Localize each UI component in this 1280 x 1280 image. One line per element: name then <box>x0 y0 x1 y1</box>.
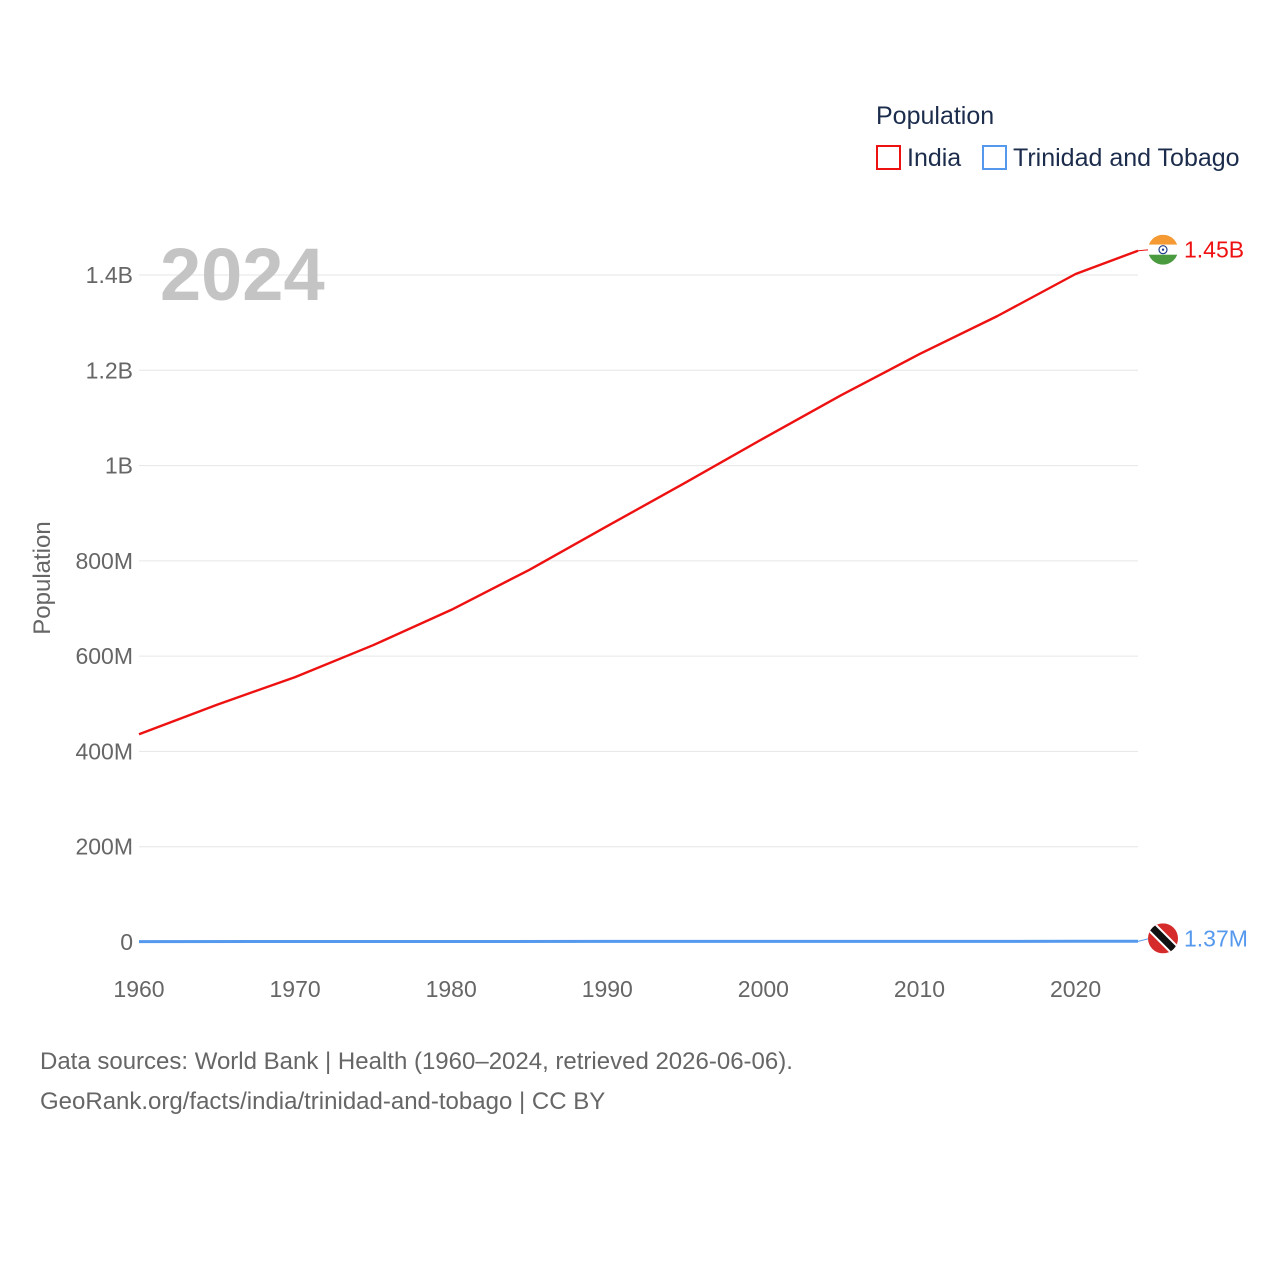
legend-swatch-india[interactable] <box>876 145 901 170</box>
series <box>138 249 1139 944</box>
source-line-2: GeoRank.org/facts/india/trinidad-and-tob… <box>40 1088 606 1115</box>
grid <box>139 274 1138 943</box>
x-tick-label: 1970 <box>270 976 321 1002</box>
population-chart: 0 200M 400M 600M 800M 1B 1.2B 1.4B 1960 1970 1980… <box>29 102 1248 1002</box>
y-axis-label: Population <box>29 521 56 634</box>
y-tick-label: 1B <box>105 453 133 479</box>
india-flag-icon <box>1148 234 1178 265</box>
x-tick-label: 1990 <box>582 976 633 1002</box>
x-tick-label: 1980 <box>426 976 477 1002</box>
y-tick-label: 0 <box>120 929 133 955</box>
series-line-india[interactable] <box>138 249 1139 736</box>
end-value-label: 1.37M <box>1184 925 1248 951</box>
x-tick-label: 2010 <box>894 976 945 1002</box>
end-connector <box>1137 249 1151 252</box>
trinidad-and-tobago-flag-icon <box>1148 923 1178 954</box>
end-labels: 1.45B 1.37M <box>1137 234 1248 954</box>
x-axis-ticks: 1960 1970 1980 1990 2000 2010 2020 <box>113 976 1101 1002</box>
end-value-label: 1.45B <box>1184 237 1244 263</box>
y-axis-ticks: 0 200M 400M 600M 800M 1B 1.2B 1.4B <box>75 262 133 955</box>
source-note: Data sources: World Bank | Health (1960–… <box>40 1042 793 1122</box>
legend-swatch-trinidad-and-tobago[interactable] <box>982 145 1007 170</box>
legend-label-india[interactable]: India <box>907 144 961 172</box>
y-tick-label: 1.4B <box>86 262 133 288</box>
y-tick-label: 200M <box>75 834 133 860</box>
source-line-1: Data sources: World Bank | Health (1960–… <box>40 1048 793 1075</box>
x-tick-label: 2000 <box>738 976 789 1002</box>
legend: Population India Trinidad and Tobago <box>876 102 1240 172</box>
y-tick-label: 400M <box>75 738 133 764</box>
y-tick-label: 800M <box>75 548 133 574</box>
legend-title: Population <box>876 102 994 130</box>
y-tick-label: 1.2B <box>86 357 133 383</box>
legend-label-trinidad-and-tobago[interactable]: Trinidad and Tobago <box>1013 144 1240 172</box>
x-tick-label: 1960 <box>113 976 164 1002</box>
y-tick-label: 600M <box>75 643 133 669</box>
x-tick-label: 2020 <box>1050 976 1101 1002</box>
current-year-label: 2024 <box>160 233 325 316</box>
end-connector <box>1137 937 1151 942</box>
